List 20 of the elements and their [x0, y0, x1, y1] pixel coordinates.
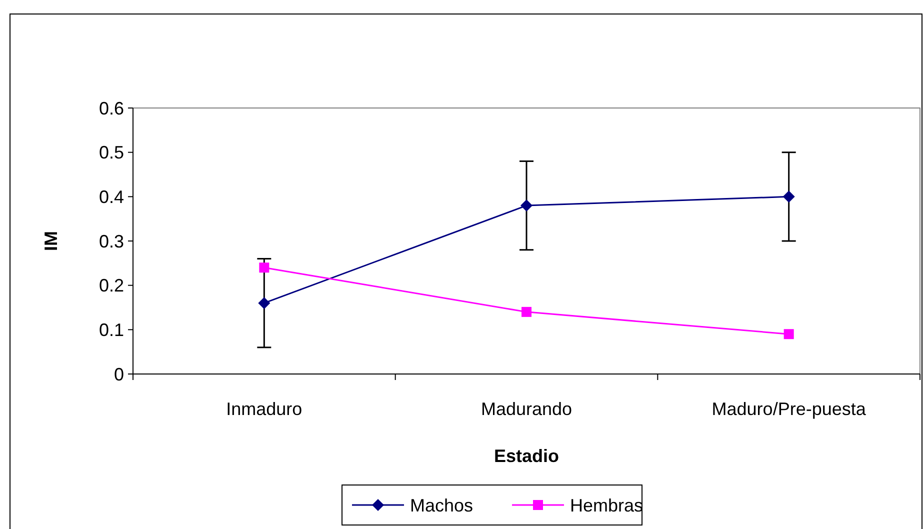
point	[258, 297, 270, 310]
y-tick-label: 0.2	[98, 276, 124, 296]
x-axis-title: Estadio	[494, 446, 560, 466]
point	[520, 200, 532, 212]
x-tick-label: Madurando	[480, 399, 572, 419]
y-tick-label: 0.3	[98, 231, 124, 252]
y-tick-label: 0.4	[98, 186, 124, 207]
legend-label: Machos	[410, 495, 474, 516]
y-tick-label: 0.5	[98, 142, 124, 163]
point	[784, 329, 794, 340]
y-tick-label: 0	[114, 364, 124, 384]
y-axis-title: IM	[41, 231, 61, 251]
x-tick-label: Maduro/Pre-puesta	[712, 399, 867, 419]
point	[782, 190, 795, 203]
point	[522, 306, 532, 317]
y-tick-label: 0.1	[98, 320, 124, 340]
y-tick-label: 0.6	[98, 98, 124, 118]
legend-label: Hembras	[570, 495, 644, 516]
point	[259, 262, 270, 273]
x-tick-label: Inmaduro	[226, 399, 302, 419]
